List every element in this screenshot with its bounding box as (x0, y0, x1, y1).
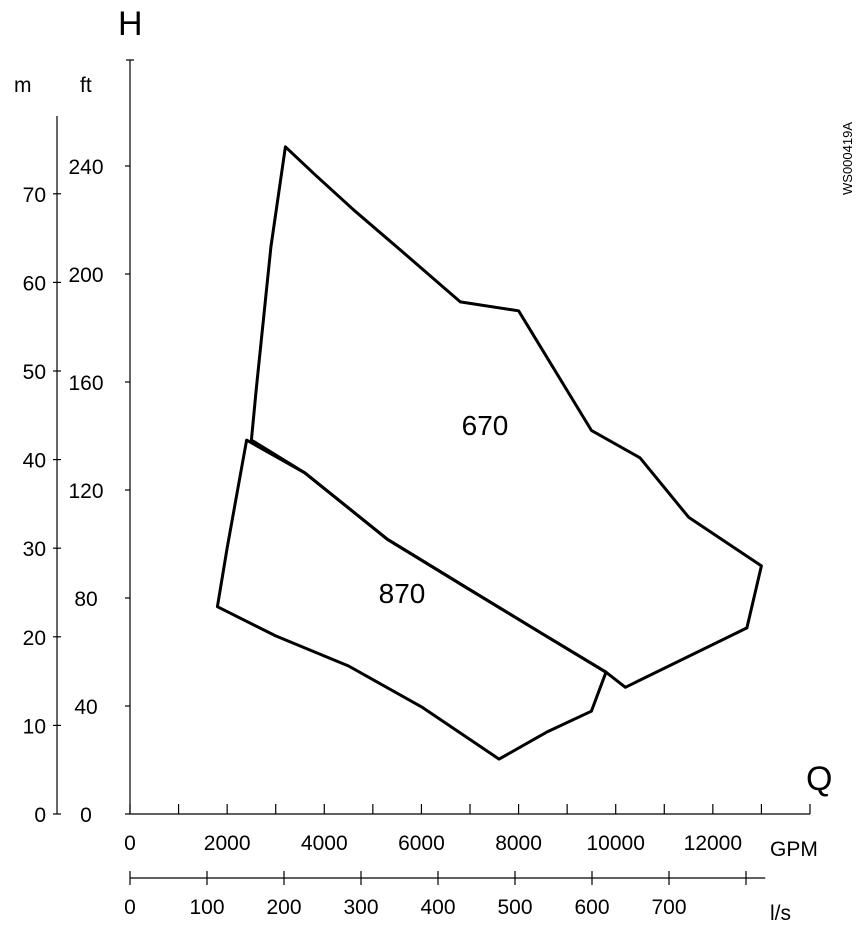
x-tick-label-ls-500: 500 (497, 896, 532, 919)
y-axis-letter: H (118, 5, 143, 43)
y-tick-label-m-50: 50 (23, 361, 46, 384)
labels-layer: H Q m ft GPM l/s WS000419A (14, 5, 855, 925)
x-tick-label-gpm-12000: 12000 (684, 832, 742, 855)
y-tick-label-m-0: 0 (34, 804, 46, 827)
x-tick-label-gpm-0: 0 (124, 832, 136, 855)
x-tick-label-ls-600: 600 (574, 896, 609, 919)
region-label-870: 870 (379, 578, 426, 609)
y-tick-label-ft-200: 200 (68, 264, 103, 287)
region-label-670: 670 (462, 410, 509, 441)
y-tick-label-ft-0: 0 (80, 804, 92, 827)
y-tick-label-ft-160: 160 (68, 372, 103, 395)
regions-layer: 670 870 (215, 145, 763, 761)
y-tick-label-ft-120: 120 (68, 480, 103, 503)
x-tick-label-ls-300: 300 (343, 896, 378, 919)
x-unit-label-ls: l/s (770, 902, 791, 925)
x-tick-label-ls-200: 200 (266, 896, 301, 919)
x-tick-label-gpm-10000: 10000 (587, 832, 645, 855)
x-tick-label-ls-100: 100 (189, 896, 224, 919)
y-tick-label-m-40: 40 (23, 450, 46, 473)
drawing-code: WS000419A (840, 122, 855, 195)
x-tick-label-ls-400: 400 (420, 896, 455, 919)
y-tick-label-ft-80: 80 (74, 588, 97, 611)
y-tick-label-ft-240: 240 (68, 156, 103, 179)
x-tick-label-ls-0: 0 (124, 896, 136, 919)
y-tick-label-ft-40: 40 (74, 696, 97, 719)
y-tick-label-m-10: 10 (23, 715, 46, 738)
x-tick-label-gpm-4000: 4000 (301, 832, 348, 855)
region-670 (249, 145, 763, 689)
x-unit-label-gpm: GPM (770, 838, 818, 861)
x-tick-label-ls-700: 700 (651, 896, 686, 919)
y-tick-label-m-70: 70 (23, 184, 46, 207)
y-tick-label-m-30: 30 (23, 538, 46, 561)
y-unit-label-ft: ft (80, 74, 92, 97)
y-unit-label-m: m (14, 74, 32, 97)
y-tick-label-m-20: 20 (23, 627, 46, 650)
x-axis-letter: Q (806, 760, 832, 798)
region-870 (215, 438, 608, 761)
x-tick-label-gpm-6000: 6000 (398, 832, 445, 855)
x-tick-label-gpm-2000: 2000 (204, 832, 251, 855)
y-tick-label-m-60: 60 (23, 272, 46, 295)
x-tick-label-gpm-8000: 8000 (495, 832, 542, 855)
